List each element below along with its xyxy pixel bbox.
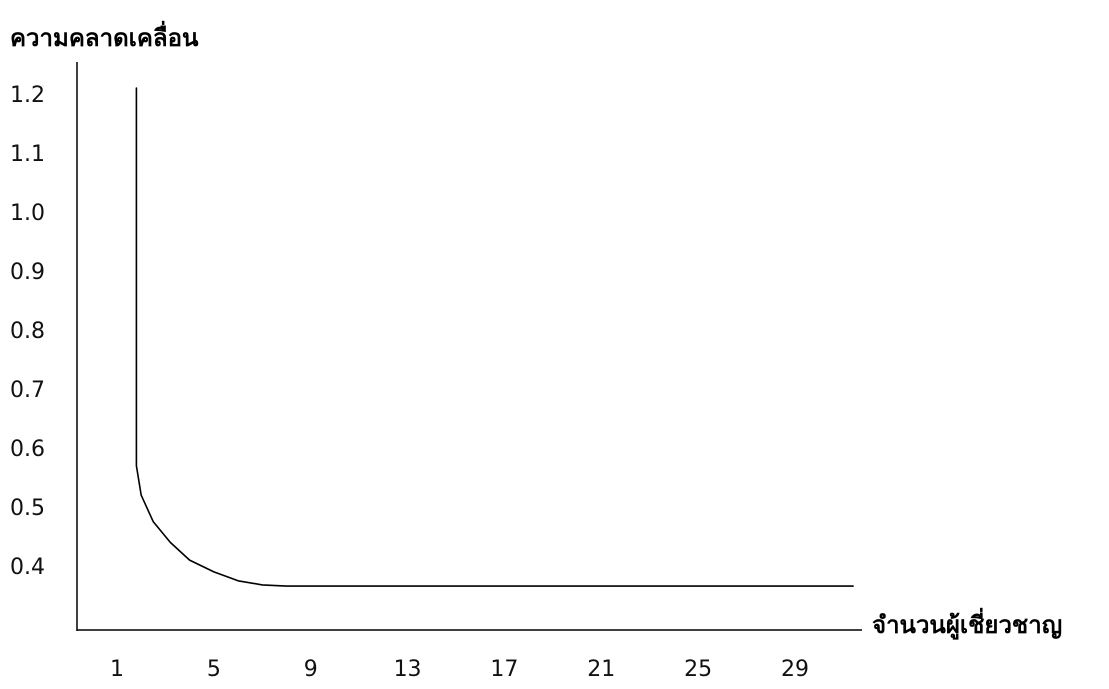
- y-tick-label: 0.6: [10, 437, 45, 462]
- x-tick-label: 13: [394, 657, 422, 682]
- y-tick-label: 0.7: [10, 378, 45, 403]
- y-axis-title: ความคลาดเคลื่อน: [10, 24, 199, 52]
- x-tick-label: 1: [110, 657, 124, 682]
- x-tick-label: 9: [304, 657, 318, 682]
- x-tick-label: 17: [490, 657, 518, 682]
- y-tick-label: 1.2: [10, 83, 45, 108]
- y-tick-label: 0.8: [10, 319, 45, 344]
- x-tick-label: 5: [207, 657, 221, 682]
- y-tick-label: 0.5: [10, 496, 45, 521]
- series-line-0: [135, 87, 854, 587]
- x-tick-label: 21: [587, 657, 615, 682]
- x-tick-label: 25: [684, 657, 712, 682]
- y-tick-label: 1.1: [10, 142, 45, 167]
- y-tick-label: 0.4: [10, 555, 45, 580]
- x-axis-title: จำนวนผู้เชี่ยวชาญ: [872, 611, 1063, 639]
- y-tick-label: 1.0: [10, 201, 45, 226]
- x-tick-label: 29: [781, 657, 809, 682]
- y-tick-label: 0.9: [10, 260, 45, 285]
